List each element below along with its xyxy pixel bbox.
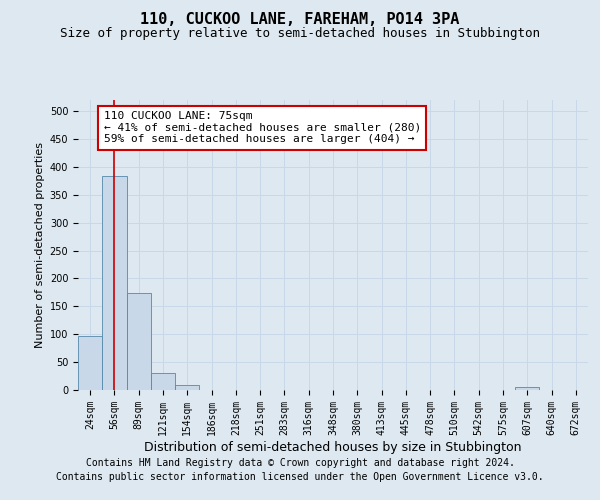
- Bar: [515, 387, 539, 390]
- Bar: [78, 336, 102, 390]
- Text: 110, CUCKOO LANE, FAREHAM, PO14 3PA: 110, CUCKOO LANE, FAREHAM, PO14 3PA: [140, 12, 460, 28]
- Bar: [127, 293, 151, 390]
- Bar: [175, 385, 199, 390]
- Bar: [151, 374, 175, 390]
- Bar: [102, 176, 127, 390]
- Text: Size of property relative to semi-detached houses in Stubbington: Size of property relative to semi-detach…: [60, 28, 540, 40]
- Text: Contains HM Land Registry data © Crown copyright and database right 2024.: Contains HM Land Registry data © Crown c…: [86, 458, 514, 468]
- X-axis label: Distribution of semi-detached houses by size in Stubbington: Distribution of semi-detached houses by …: [144, 440, 522, 454]
- Text: 110 CUCKOO LANE: 75sqm
← 41% of semi-detached houses are smaller (280)
59% of se: 110 CUCKOO LANE: 75sqm ← 41% of semi-det…: [104, 111, 421, 144]
- Y-axis label: Number of semi-detached properties: Number of semi-detached properties: [35, 142, 46, 348]
- Text: Contains public sector information licensed under the Open Government Licence v3: Contains public sector information licen…: [56, 472, 544, 482]
